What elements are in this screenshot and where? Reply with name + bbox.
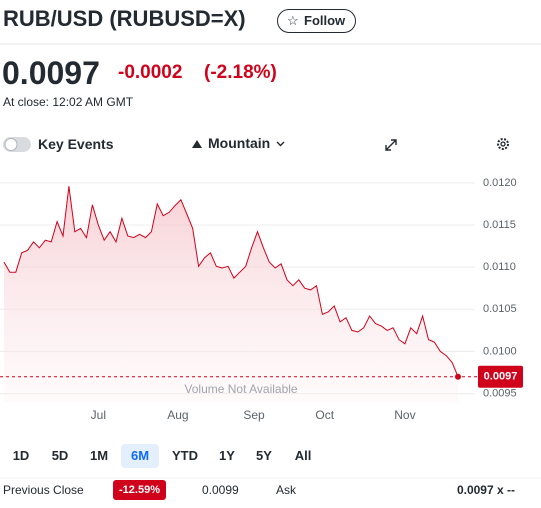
prev-close-label: Previous Close: [3, 483, 84, 497]
range-button[interactable]: 1Y: [219, 448, 235, 463]
settings-icon[interactable]: [497, 138, 509, 150]
ask: 0.0097 x --: [456, 483, 515, 497]
reference-label: 0.0097: [484, 371, 518, 383]
annotation: Volume Not Available: [184, 382, 298, 396]
y-tick-label: 0.0110: [483, 261, 516, 273]
title: RUB/USD (RUBUSD=X): [3, 6, 246, 31]
y-tick-label: 0.0095: [483, 387, 517, 399]
follow-label: Follow: [304, 13, 346, 28]
expand-icon[interactable]: [385, 139, 397, 151]
range-change-badge: -12.59%: [113, 480, 166, 500]
y-tick-label: 0.0105: [483, 303, 517, 315]
last-point: [455, 373, 461, 380]
star-icon: ☆: [287, 13, 299, 28]
follow-button[interactable]: ☆ Follow: [277, 9, 357, 33]
price-change: -0.0002: [118, 62, 183, 83]
range-button[interactable]: 6M: [121, 444, 159, 468]
x-tick-label: Jul: [91, 408, 106, 422]
key-events[interactable]: Key Events: [38, 136, 114, 152]
y-tick-label: 0.0100: [483, 345, 517, 357]
price-line: [3, 186, 459, 377]
mountain-icon: [192, 140, 202, 148]
settings-icon-core: [500, 141, 506, 147]
toggle-knob: [4, 138, 18, 151]
range-button[interactable]: YTD: [172, 448, 198, 463]
x-tick-label: Sep: [243, 408, 265, 422]
x-tick-label: Aug: [167, 408, 188, 422]
ask-label: Ask: [276, 483, 297, 497]
price: 0.0097: [2, 55, 100, 91]
chevron: [276, 141, 285, 147]
range-button[interactable]: 5D: [51, 448, 69, 463]
chart-type[interactable]: Mountain: [208, 135, 271, 151]
y-tick-label: 0.0115: [483, 219, 516, 231]
range-button[interactable]: 5Y: [256, 448, 272, 463]
y-tick-label: 0.0120: [483, 177, 517, 189]
x-tick-label: Oct: [315, 408, 334, 422]
close-time: At close: 12:02 AM GMT: [3, 95, 134, 109]
range-button[interactable]: 1M: [89, 448, 109, 463]
prev-close: 0.0099: [202, 483, 239, 497]
range-button[interactable]: All: [294, 448, 312, 463]
range-button[interactable]: 1D: [12, 448, 30, 463]
area: [4, 186, 458, 402]
x-tick-label: Nov: [394, 408, 415, 422]
reference-badge: [478, 365, 523, 388]
price-change-pct: (-2.18%): [204, 62, 277, 83]
